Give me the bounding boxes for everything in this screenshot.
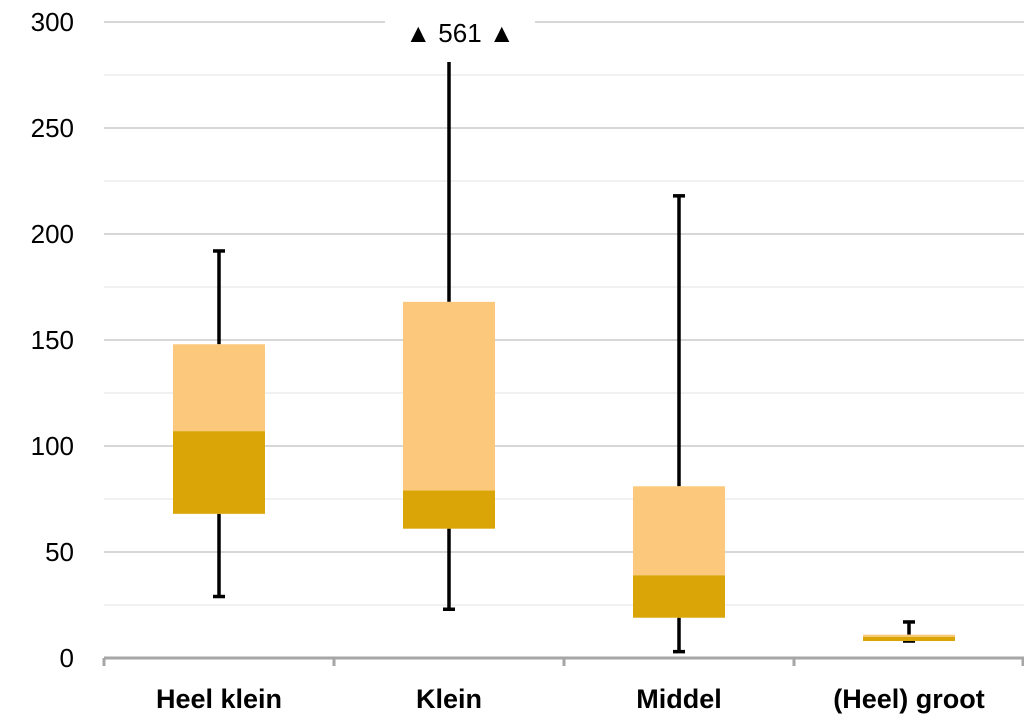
category-label: (Heel) groot xyxy=(833,684,985,714)
box-1 xyxy=(173,249,265,599)
max-value-annotation: ▲ 561 ▲ xyxy=(405,18,514,48)
category-label: Heel klein xyxy=(156,684,282,714)
y-tick-label: 200 xyxy=(31,219,74,249)
x-axis xyxy=(102,656,1024,666)
y-tick-label: 50 xyxy=(45,537,74,567)
y-tick-label: 100 xyxy=(31,431,74,461)
grid-lines xyxy=(104,21,1024,606)
y-tick-label: 150 xyxy=(31,325,74,355)
box-lower-quartile xyxy=(633,575,725,618)
box-3 xyxy=(633,194,725,654)
y-axis-ticks: 0 50 100 150 200 250 300 xyxy=(31,7,74,673)
box-upper-quartile xyxy=(403,301,495,491)
boxes xyxy=(173,62,955,654)
box-2 xyxy=(403,62,495,611)
annotation-background xyxy=(385,8,535,54)
box-lower-quartile xyxy=(403,490,495,529)
category-label: Klein xyxy=(416,684,482,714)
box-upper-quartile xyxy=(173,344,265,432)
category-label: Middel xyxy=(636,684,722,714)
y-tick-label: 250 xyxy=(31,113,74,143)
box-lower-quartile xyxy=(173,431,265,514)
clipped-whisker-annotation: ▲ 561 ▲ xyxy=(385,8,535,54)
y-tick-label: 300 xyxy=(31,7,74,37)
x-axis-labels: Heel klein Klein Middel (Heel) groot xyxy=(156,684,985,714)
box-lower-quartile xyxy=(863,636,955,642)
box-upper-quartile xyxy=(633,486,725,576)
box-upper-quartile xyxy=(863,634,955,637)
box-4 xyxy=(863,620,955,643)
y-tick-label: 0 xyxy=(60,643,74,673)
